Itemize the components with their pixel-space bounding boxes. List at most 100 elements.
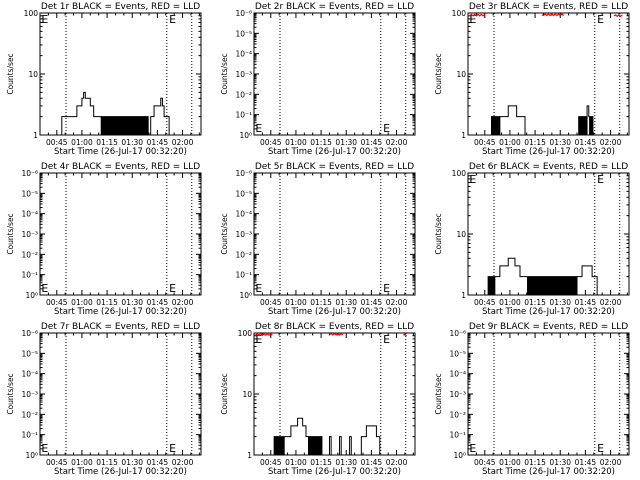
x-tick-label: 00:45 [46,298,68,307]
x-tick-label: 01:00 [499,458,521,467]
y-tick-label: 10⁰ [453,451,466,460]
x-tick-label: 01:45 [575,298,597,307]
e-marker: E [383,333,390,346]
lld-series [329,332,344,336]
y-tick-label: 10⁻⁵ [449,349,466,358]
panel-det-3: Det 3r BLACK = Events, RED = LLD 1 10 100 00… [434,2,630,157]
x-tick-label: 02:00 [600,458,622,467]
y-tick-label: 10 [456,230,466,239]
x-tick-label: 00:45 [46,138,68,147]
x-tick-label: 01:30 [121,298,143,307]
plot-title: Det 2r BLACK = Events, RED = LLD [255,2,414,12]
y-tick-label: 10⁰ [25,291,38,300]
y-tick-label: 10⁻⁴ [235,210,252,219]
plot-frame [253,172,416,296]
x-tick-label: 01:30 [121,138,143,147]
y-tick-label: 10⁻⁵ [21,349,38,358]
lld-series [541,13,564,17]
x-tick-label: 01:00 [499,298,521,307]
y-tick-label: 10⁻⁶ [235,9,252,18]
y-tick-label: 1 [461,291,466,300]
x-tick-label: 01:30 [335,458,357,467]
panel-det-9: Det 9r BLACK = Events, RED = LLD 10⁰ 10⁻¹ 1… [434,322,630,477]
e-marker: E [469,442,476,455]
events-series [254,417,415,456]
x-tick-label: 02:00 [600,298,622,307]
x-axis-label: Start Time (26-Jul-17 00:32:20) [268,147,401,157]
panel-det-6: Det 6r BLACK = Events, RED = LLD 1 10 100 00… [434,162,630,317]
x-tick-label: 02:00 [386,458,408,467]
panel-det-2: Det 2r BLACK = Events, RED = LLD 10⁰ 10⁻¹ 1… [220,2,416,157]
x-axis-label: Start Time (26-Jul-17 00:32:20) [268,467,401,477]
x-tick-label: 02:00 [172,458,194,467]
x-tick-label: 01:30 [549,298,571,307]
x-tick-label: 00:45 [474,298,496,307]
lld-series [402,333,408,337]
y-tick-label: 10⁻⁴ [235,50,252,59]
y-tick-label: 10⁰ [239,291,252,300]
y-tick-label: 1 [33,131,38,140]
y-tick-label: 10⁻² [235,250,252,259]
e-marker: E [597,13,604,26]
panel-det-7: Det 7r BLACK = Events, RED = LLD 10⁰ 10⁻¹ 1… [6,322,202,477]
x-axis-label: Start Time (26-Jul-17 00:32:20) [482,467,615,477]
x-tick-label: 00:45 [260,298,282,307]
y-tick-label: 10 [28,70,38,79]
x-tick-label: 01:00 [499,138,521,147]
e-marker: E [469,13,476,26]
y-axis-label: Counts/sec [434,373,443,414]
y-tick-label: 1 [247,451,252,460]
y-tick-label: 10⁻⁴ [21,370,38,379]
y-tick-label: 10⁰ [239,131,252,140]
x-tick-label: 01:15 [96,458,118,467]
x-tick-label: 01:15 [524,298,546,307]
y-tick-label: 10⁻¹ [21,431,38,440]
y-tick-label: 10⁻¹ [21,271,38,280]
x-tick-label: 01:00 [285,458,307,467]
y-tick-label: 10⁻³ [235,70,252,79]
x-tick-label: 01:30 [121,458,143,467]
e-marker: E [41,282,48,295]
plot-title: Det 8r BLACK = Events, RED = LLD [255,322,414,332]
e-marker: E [383,282,390,295]
y-tick-label: 10⁻⁶ [21,329,38,338]
y-tick-label: 10 [242,390,252,399]
y-axis-label: Counts/sec [6,213,15,254]
y-tick-label: 10⁻¹ [235,111,252,120]
x-tick-label: 02:00 [172,138,194,147]
x-axis-label: Start Time (26-Jul-17 00:32:20) [54,307,187,317]
x-tick-label: 01:00 [71,458,93,467]
e-marker: E [597,173,604,186]
plot-title: Det 9r BLACK = Events, RED = LLD [469,322,628,332]
y-tick-label: 100 [452,169,467,178]
x-tick-label: 01:00 [285,138,307,147]
y-tick-label: 10⁻⁴ [449,370,466,379]
e-marker: E [41,442,48,455]
x-tick-label: 01:15 [524,458,546,467]
x-tick-label: 01:45 [147,458,169,467]
x-tick-label: 01:45 [361,458,383,467]
x-tick-label: 01:30 [335,138,357,147]
plot-frame [467,332,630,456]
y-tick-label: 10⁻³ [449,390,466,399]
plot-title: Det 1r BLACK = Events, RED = LLD [41,2,200,12]
plot-frame [253,12,416,136]
events-series [468,257,629,296]
y-tick-label: 10⁻³ [21,230,38,239]
y-tick-label: 10⁻² [235,90,252,99]
x-tick-label: 01:45 [361,138,383,147]
x-tick-label: 00:45 [474,138,496,147]
y-tick-label: 10⁻¹ [235,271,252,280]
x-tick-label: 01:15 [310,138,332,147]
x-tick-label: 02:00 [600,138,622,147]
x-axis-label: Start Time (26-Jul-17 00:32:20) [54,147,187,157]
y-tick-label: 10⁻⁵ [235,189,252,198]
y-axis-label: Counts/sec [6,373,15,414]
y-tick-label: 10⁻² [449,410,466,419]
x-tick-label: 01:45 [575,458,597,467]
e-marker: E [469,173,476,186]
y-axis-label: Counts/sec [220,53,229,94]
x-tick-label: 01:00 [71,138,93,147]
x-tick-label: 01:00 [71,298,93,307]
